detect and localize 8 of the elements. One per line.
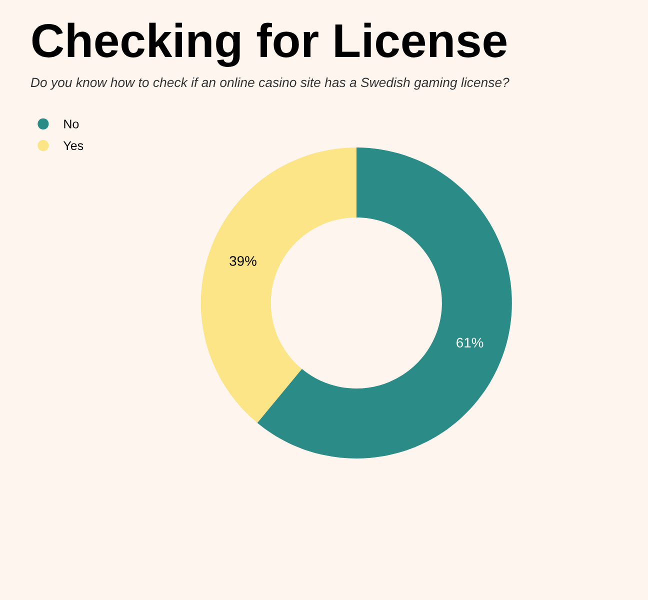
donut-slice (200, 147, 356, 423)
legend-label: Yes (63, 141, 84, 150)
chart-subtitle: Do you know how to check if an online casino site has a Swedish gaming license? (30, 77, 510, 90)
data-label: 39% (230, 256, 256, 266)
data-label: 61% (456, 338, 484, 348)
legend-label: No (64, 120, 79, 128)
chart-title: Checking for License (32, 22, 506, 68)
donut-slice (257, 147, 512, 459)
